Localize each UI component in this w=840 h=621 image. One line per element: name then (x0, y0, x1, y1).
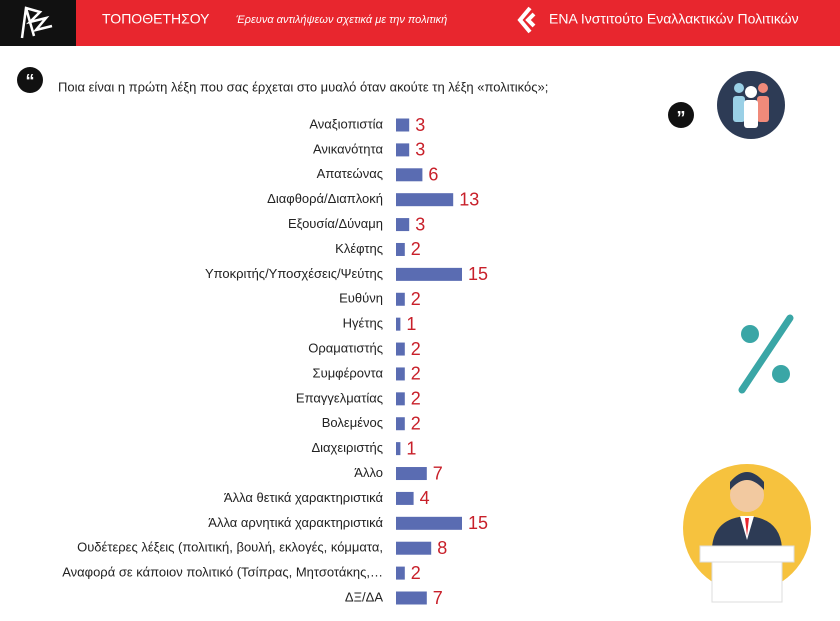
bar (396, 442, 401, 456)
value-label: 6 (428, 165, 438, 185)
bar (396, 317, 401, 331)
value-label: 15 (468, 513, 488, 533)
value-label: 3 (415, 214, 425, 234)
bar (396, 367, 405, 381)
quote-open (17, 67, 43, 93)
category-label: Επαγγελματίας (296, 390, 383, 405)
value-label: 8 (437, 538, 447, 558)
brand: ΤΟΠΟΘΕΤΗΣΟΥ (102, 11, 210, 27)
value-label: 2 (411, 389, 421, 409)
subtitle: Έρευνα αντιλήψεων σχετικά με την πολιτικ… (236, 14, 447, 26)
bar (396, 417, 405, 431)
value-label: 3 (415, 140, 425, 160)
bar (396, 491, 414, 505)
bar (396, 168, 423, 182)
value-label: 13 (459, 189, 479, 209)
value-label: 2 (411, 339, 421, 359)
category-label: Ουδέτερες λέξεις (πολιτική, βουλή, εκλογ… (77, 540, 383, 555)
value-label: 3 (415, 115, 425, 135)
bar (396, 193, 454, 207)
bar (396, 392, 405, 406)
bar (396, 143, 410, 157)
value-label: 1 (406, 314, 416, 334)
category-label: Άλλα θετικά χαρακτηριστικά (224, 490, 384, 505)
people-icon (717, 71, 785, 139)
value-label: 2 (411, 563, 421, 583)
speaker-icon (683, 464, 811, 603)
quote-glyph: ” (677, 108, 686, 128)
bar (396, 267, 462, 281)
org-logo (517, 6, 536, 34)
category-label: Αναξιοπιστία (309, 116, 383, 131)
bar (396, 218, 410, 232)
category-label: Αναφορά σε κάποιον πολιτικό (Τσίπρας, Μη… (62, 565, 383, 580)
bar (396, 118, 410, 132)
quote-close (668, 102, 694, 128)
category-label: Βολεμένος (322, 415, 383, 430)
category-label: Διαφθορά/Διαπλοκή (267, 191, 383, 206)
category-label: Απατεώνας (317, 166, 383, 181)
percent-icon (738, 314, 794, 394)
bar (396, 467, 427, 481)
bar (396, 242, 405, 256)
logo (20, 6, 53, 39)
value-label: 7 (433, 588, 443, 608)
chart-title: Ποια είναι η πρώτη λέξη που σας έρχεται … (58, 79, 548, 94)
header-bar (0, 0, 840, 46)
category-label: Κλέφτης (335, 241, 383, 256)
category-label: Ηγέτης (343, 316, 383, 331)
value-label: 2 (411, 239, 421, 259)
bar (396, 342, 405, 356)
category-label: Υποκριτής/Υποσχέσεις/Ψεύτης (205, 266, 383, 281)
logo-box (0, 0, 76, 46)
category-label: Συμφέροντα (313, 365, 384, 380)
category-label: Άλλο (354, 465, 383, 480)
value-label: 7 (433, 463, 443, 483)
bar (396, 591, 427, 605)
bar (396, 541, 432, 555)
value-label: 2 (411, 364, 421, 384)
value-label: 15 (468, 264, 488, 284)
bar (396, 292, 405, 306)
category-label: Ανικανότητα (313, 141, 384, 156)
quote-glyph: “ (26, 71, 35, 91)
category-label: Άλλα αρνητικά χαρακτηριστικά (208, 515, 383, 530)
category-label: ΔΞ/ΔΑ (345, 589, 383, 604)
category-label: Διαχειριστής (311, 440, 383, 455)
org: ΕΝΑ Ινστιτούτο Εναλλακτικών Πολιτικών (549, 11, 799, 27)
category-label: Οραματιστής (308, 340, 383, 355)
value-label: 1 (406, 438, 416, 458)
value-label: 2 (411, 413, 421, 433)
bar (396, 566, 405, 580)
value-label: 2 (411, 289, 421, 309)
value-label: 4 (420, 488, 430, 508)
category-label: Εξουσία/Δύναμη (288, 216, 383, 231)
bar (396, 516, 462, 530)
category-label: Ευθύνη (339, 291, 383, 306)
